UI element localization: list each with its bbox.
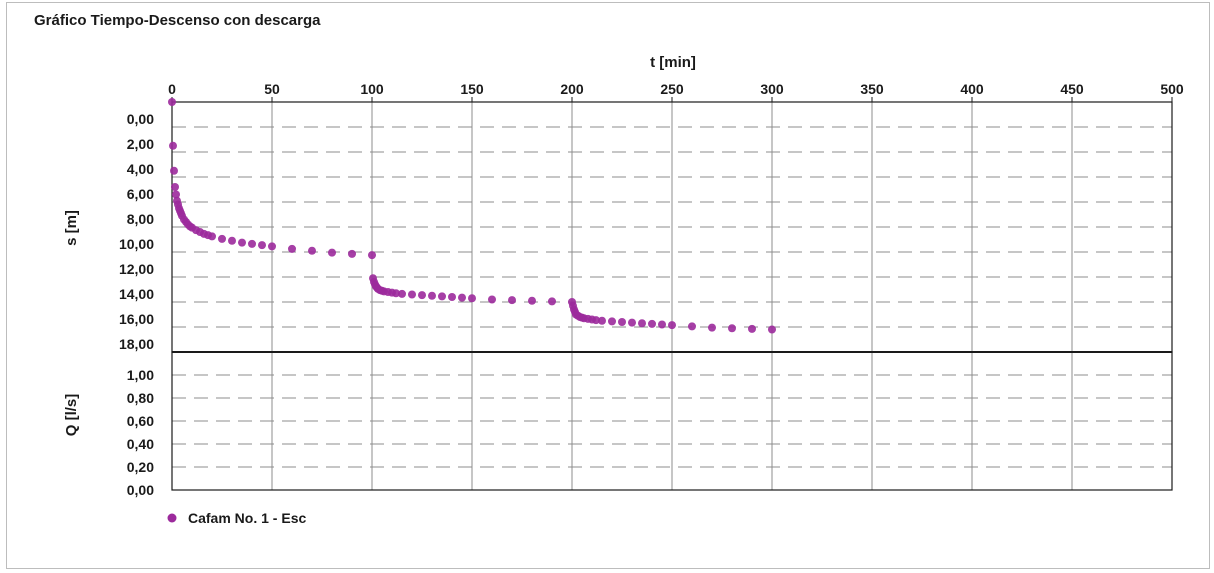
y-tick-label-drawdown: 18,00 — [119, 336, 154, 352]
ticks-layer: 0 50 100 150 200 250 300 350 400 450 500 0,00 2,00 4,… — [119, 81, 1184, 498]
data-point — [238, 238, 246, 247]
x-axis-label: t [min] — [650, 54, 696, 71]
x-tick-label: 400 — [960, 81, 984, 97]
data-point — [218, 234, 226, 243]
y-tick-label-drawdown: 8,00 — [127, 211, 154, 227]
data-point — [308, 246, 316, 255]
data-points — [168, 98, 776, 334]
legend: Cafam No. 1 - Esc — [167, 510, 306, 526]
y-tick-label-discharge: 0,60 — [127, 413, 154, 429]
legend-label: Cafam No. 1 - Esc — [188, 510, 306, 526]
grid-layer — [172, 102, 1172, 490]
y-tick-label-drawdown: 14,00 — [119, 286, 154, 302]
data-point — [628, 318, 636, 327]
x-tick-label: 100 — [360, 81, 384, 97]
x-tick-label: 500 — [1160, 81, 1184, 97]
y-axis-label-drawdown: s [m] — [63, 210, 80, 246]
y-tick-label-drawdown: 4,00 — [127, 161, 154, 177]
y-tick-label-discharge: 1,00 — [127, 367, 154, 383]
data-point — [748, 324, 756, 333]
legend-marker — [167, 513, 177, 523]
y-tick-label-discharge: 0,00 — [127, 482, 154, 498]
data-point — [448, 293, 456, 301]
data-point — [170, 166, 178, 175]
x-tick-label: 150 — [460, 81, 484, 97]
y-tick-label-drawdown: 12,00 — [119, 261, 154, 277]
data-point — [418, 291, 426, 300]
y-tick-label-discharge: 0,80 — [127, 390, 154, 406]
data-point — [508, 296, 516, 305]
data-point — [458, 293, 466, 302]
y-tick-label-discharge: 0,40 — [127, 436, 154, 452]
data-point — [668, 321, 676, 330]
data-point — [208, 232, 216, 241]
data-point — [258, 241, 266, 250]
x-tick-label: 450 — [1060, 81, 1084, 97]
data-point — [288, 244, 296, 253]
data-point — [608, 317, 616, 326]
data-point — [228, 236, 236, 245]
data-point — [268, 242, 276, 251]
data-point — [548, 297, 556, 306]
data-point — [768, 325, 776, 334]
y-tick-label-discharge: 0,20 — [127, 459, 154, 475]
data-point — [328, 248, 336, 257]
data-point — [638, 319, 646, 328]
x-tick-label: 300 — [760, 81, 784, 97]
data-point — [408, 290, 416, 299]
x-tick-label: 200 — [560, 81, 584, 97]
x-tick-label: 50 — [264, 81, 280, 97]
data-point — [398, 289, 406, 298]
data-point — [392, 289, 400, 298]
data-point — [528, 296, 536, 305]
data-point — [428, 291, 436, 300]
x-tick-label: 0 — [168, 81, 176, 97]
data-point — [168, 98, 176, 106]
data-point — [348, 249, 356, 258]
data-point — [618, 318, 626, 326]
y-tick-label-drawdown: 0,00 — [127, 111, 154, 127]
data-point — [169, 141, 177, 150]
x-tick-label: 350 — [860, 81, 884, 97]
data-point — [728, 324, 736, 333]
data-point — [248, 239, 256, 248]
y-tick-label-drawdown: 2,00 — [127, 136, 154, 152]
chart-frame — [6, 2, 1210, 569]
data-point — [438, 292, 446, 301]
data-point — [592, 316, 600, 325]
data-point — [171, 183, 179, 191]
y-tick-label-drawdown: 16,00 — [119, 311, 154, 327]
data-point — [368, 251, 376, 260]
data-point — [648, 319, 656, 328]
y-axis-label-discharge: Q [l/s] — [63, 394, 80, 437]
y-tick-label-drawdown: 10,00 — [119, 236, 154, 252]
data-point — [658, 320, 666, 329]
x-tick-label: 250 — [660, 81, 684, 97]
chart-title: Gráfico Tiempo-Descenso con descarga — [34, 12, 321, 29]
y-tick-label-drawdown: 6,00 — [127, 186, 154, 202]
data-point — [172, 190, 180, 199]
data-point — [598, 316, 606, 325]
data-point — [688, 322, 696, 331]
data-point — [488, 295, 496, 304]
data-point — [468, 294, 476, 303]
data-point — [708, 323, 716, 332]
